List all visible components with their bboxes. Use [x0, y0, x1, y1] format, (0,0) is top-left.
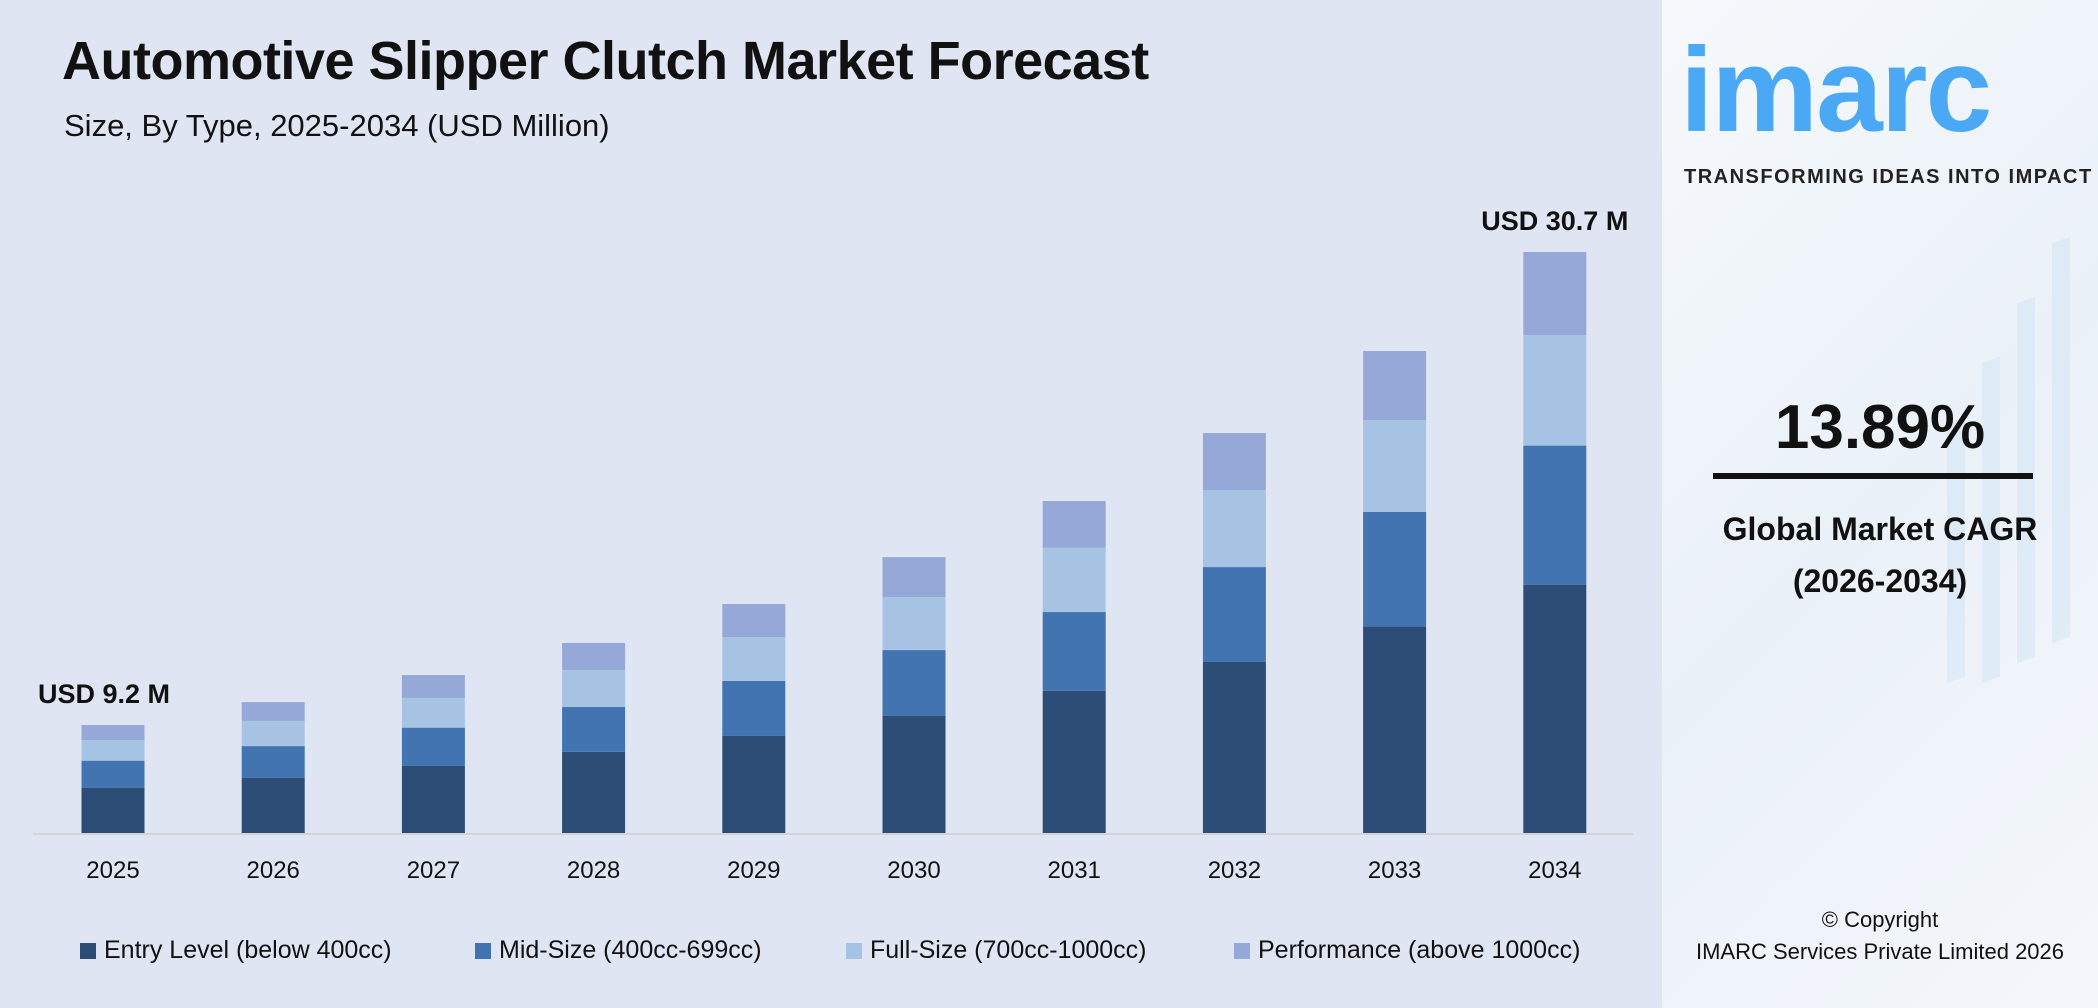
copyright: © Copyright IMARC Services Private Limit… [1662, 904, 2098, 968]
bar-segment-2029-0 [722, 735, 786, 833]
bar-segment-2026-3 [241, 702, 305, 721]
legend-label: Performance (above 1000cc) [1258, 936, 1581, 964]
bar-segment-2031-0 [1042, 690, 1106, 833]
x-tick-label: 2033 [1368, 857, 1421, 884]
bar-segment-2028-1 [562, 707, 626, 752]
bar-segment-2034-3 [1523, 252, 1587, 336]
bar-segment-2032-1 [1202, 567, 1266, 662]
bar-segment-2028-2 [562, 669, 626, 708]
bar-segment-2033-1 [1363, 511, 1427, 627]
x-tick-label: 2025 [86, 857, 139, 884]
bar-segment-2027-2 [401, 697, 465, 728]
cagr-divider [1713, 473, 2033, 479]
bar-segment-2030-0 [882, 715, 946, 833]
x-tick-label: 2029 [727, 857, 780, 884]
bar-segment-2025-2 [81, 740, 145, 761]
bar-segment-2033-3 [1363, 351, 1427, 421]
x-tick-label: 2028 [567, 857, 620, 884]
legend-swatch [475, 942, 491, 959]
side-panel: imarc TRANSFORMING IDEAS INTO IMPACT 13.… [1662, 0, 2098, 1008]
bar-segment-2034-2 [1523, 335, 1587, 446]
legend-item: Full-Size (700cc-1000cc) [846, 936, 1147, 965]
x-tick-label: 2027 [407, 857, 460, 884]
legend-item: Entry Level (below 400cc) [80, 936, 392, 965]
bar-segment-2034-0 [1523, 584, 1587, 833]
chart-panel: Automotive Slipper Clutch Market Forecas… [0, 0, 1662, 1008]
chart-subtitle: Size, By Type, 2025-2034 (USD Million) [64, 108, 610, 143]
chart-title: Automotive Slipper Clutch Market Forecas… [62, 31, 1149, 91]
legend-swatch [80, 942, 96, 959]
cagr-value: 13.89% [1774, 393, 1986, 462]
cagr-label: Global Market CAGR (2026-2034) [1662, 503, 2098, 607]
legend-swatch [1234, 942, 1250, 959]
decorative-bar [2017, 296, 2035, 664]
bar-segment-2030-2 [882, 596, 946, 651]
bar-segment-2029-2 [722, 637, 786, 681]
chart-legend: Entry Level (below 400cc) Mid-Size (400cc… [0, 936, 1662, 970]
legend-swatch [846, 942, 862, 959]
bar-segment-2025-1 [81, 760, 145, 788]
bar-segment-2032-0 [1202, 661, 1266, 833]
legend-label: Entry Level (below 400cc) [104, 936, 392, 964]
bar-segment-2027-1 [401, 727, 465, 766]
copyright-owner: IMARC Services Private Limited 2026 [1695, 939, 2065, 964]
legend-label: Mid-Size (400cc-699cc) [499, 936, 762, 964]
x-tick-label: 2026 [247, 857, 300, 884]
bar-segment-2025-3 [81, 725, 145, 741]
legend-label: Full-Size (700cc-1000cc) [870, 936, 1147, 964]
bar-segment-2031-1 [1042, 612, 1106, 691]
bar-segment-2026-2 [241, 720, 305, 747]
bar-segment-2029-1 [722, 680, 786, 736]
bar-segment-2032-3 [1202, 433, 1266, 491]
x-tick-label: 2030 [887, 857, 940, 884]
x-tick-label: 2032 [1208, 857, 1261, 884]
bar-segment-2025-0 [81, 787, 145, 833]
legend-item: Mid-Size (400cc-699cc) [475, 936, 762, 965]
bar-segment-2033-0 [1363, 626, 1427, 833]
cagr-label-text: Global Market CAGR [1722, 511, 2038, 547]
bar-segment-2029-3 [722, 604, 786, 638]
bar-segment-2034-1 [1523, 445, 1587, 585]
bar-segment-2031-3 [1042, 501, 1106, 548]
bar-segment-2028-3 [562, 642, 626, 670]
bar-segment-2027-0 [401, 765, 465, 833]
legend-item: Performance (above 1000cc) [1234, 936, 1580, 965]
bar-segment-2031-2 [1042, 547, 1106, 613]
bar-segment-2027-3 [401, 675, 465, 698]
bar-segment-2030-1 [882, 650, 946, 716]
data-label: USD 30.7 M [1481, 206, 1628, 236]
data-label: USD 9.2 M [38, 679, 170, 709]
x-tick-label: 2031 [1048, 857, 1101, 884]
copyright-line: © Copyright [1821, 907, 1939, 932]
x-tick-label: 2034 [1528, 857, 1581, 884]
bar-segment-2032-2 [1202, 490, 1266, 568]
logo-tagline: TRANSFORMING IDEAS INTO IMPACT [1684, 166, 2093, 188]
cagr-period: (2026-2034) [1792, 563, 1968, 599]
bar-segment-2026-0 [241, 777, 305, 833]
stacked-bar-chart: 2025 2026 2027 2028 2029 2030 2031 2032 2033 2034… [33, 206, 1633, 884]
bar-segment-2026-1 [241, 746, 305, 778]
bar-segment-2033-2 [1363, 420, 1427, 512]
imarc-logo: imarc [1680, 23, 1992, 157]
bar-segment-2030-3 [882, 557, 946, 597]
bar-segment-2028-0 [562, 751, 626, 833]
